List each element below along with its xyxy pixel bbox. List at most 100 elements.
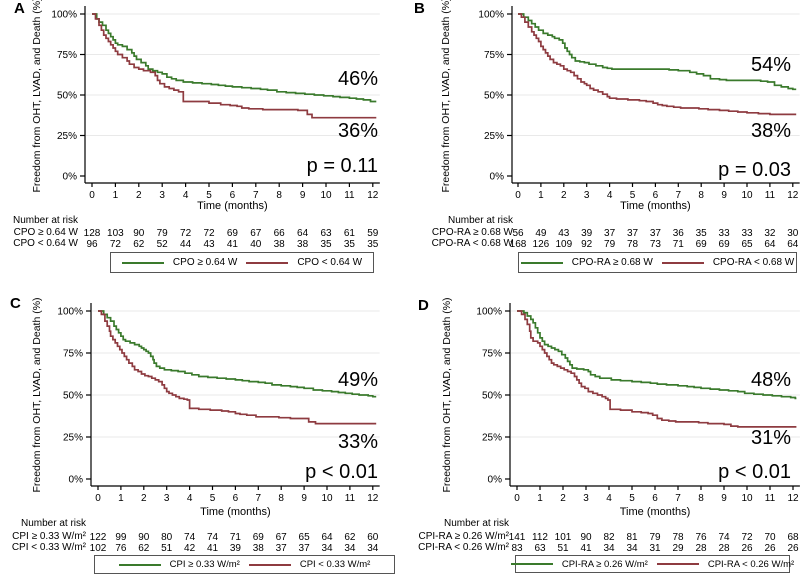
legend-label-maroon: CPO < 0.64 W xyxy=(297,257,363,268)
svg-text:50%: 50% xyxy=(63,391,83,402)
end-label-upper: 49% xyxy=(337,369,378,391)
svg-text:76: 76 xyxy=(695,532,707,543)
svg-text:8: 8 xyxy=(276,190,282,201)
svg-text:65: 65 xyxy=(299,532,311,543)
svg-text:10: 10 xyxy=(320,190,332,201)
svg-text:34: 34 xyxy=(321,543,333,554)
svg-text:7: 7 xyxy=(256,493,262,504)
svg-text:44: 44 xyxy=(180,239,192,250)
svg-text:0%: 0% xyxy=(488,475,503,486)
p-value: p = 0.11 xyxy=(306,155,378,177)
svg-text:5: 5 xyxy=(630,190,636,201)
svg-text:11: 11 xyxy=(345,493,356,504)
panel-letter-c: C xyxy=(10,295,21,312)
svg-text:26: 26 xyxy=(741,543,753,554)
risk-row-label-maroon: CPO < 0.64 W xyxy=(13,238,78,249)
svg-text:37: 37 xyxy=(276,543,288,554)
svg-text:51: 51 xyxy=(557,543,569,554)
svg-text:25%: 25% xyxy=(63,433,83,444)
svg-text:0%: 0% xyxy=(490,172,505,183)
svg-text:41: 41 xyxy=(227,239,239,250)
svg-text:59: 59 xyxy=(367,228,379,239)
svg-text:83: 83 xyxy=(511,543,523,554)
svg-text:34: 34 xyxy=(626,543,638,554)
svg-text:6: 6 xyxy=(653,190,659,201)
svg-text:25%: 25% xyxy=(484,131,504,142)
svg-text:60: 60 xyxy=(367,532,379,543)
svg-text:72: 72 xyxy=(110,239,122,250)
svg-text:43: 43 xyxy=(203,239,215,250)
svg-text:31: 31 xyxy=(649,543,661,554)
svg-text:2: 2 xyxy=(560,493,566,504)
svg-text:76: 76 xyxy=(115,543,127,554)
legend-label-green: CPI ≥ 0.33 W/m² xyxy=(169,559,240,570)
end-label-upper: 54% xyxy=(750,54,791,76)
svg-text:64: 64 xyxy=(297,228,309,239)
svg-text:42: 42 xyxy=(184,543,196,554)
risk-row-label-green: CPO ≥ 0.64 W xyxy=(13,227,78,238)
svg-text:6: 6 xyxy=(652,493,658,504)
svg-text:2: 2 xyxy=(561,190,567,201)
svg-text:73: 73 xyxy=(650,239,662,250)
svg-text:26: 26 xyxy=(787,543,799,554)
y-axis-label: Freedom from OHT, LVAD, and Death (%) xyxy=(440,0,452,193)
svg-text:37: 37 xyxy=(627,228,639,239)
svg-text:78: 78 xyxy=(672,532,684,543)
risk-row-label-green: CPI-RA ≥ 0.26 W/m² xyxy=(418,531,509,542)
risk-table-header: Number at risk xyxy=(20,518,86,529)
svg-text:12: 12 xyxy=(367,493,379,504)
risk-row-label-green: CPI ≥ 0.33 W/m² xyxy=(12,531,86,542)
legend-label-green: CPI-RA ≥ 0.26 W/m² xyxy=(561,558,648,570)
svg-text:5: 5 xyxy=(210,493,216,504)
svg-text:6: 6 xyxy=(230,190,236,201)
svg-text:34: 34 xyxy=(344,543,356,554)
svg-text:63: 63 xyxy=(534,543,546,554)
svg-text:4: 4 xyxy=(607,190,613,201)
legend-line-green xyxy=(520,261,563,264)
risk-table-header: Number at risk xyxy=(447,215,513,226)
end-label-lower: 36% xyxy=(337,120,378,142)
legend-label-maroon: CPI-RA < 0.26 W/m² xyxy=(707,558,795,570)
svg-text:64: 64 xyxy=(321,532,333,543)
legend-line-maroon xyxy=(248,563,291,566)
svg-text:11: 11 xyxy=(344,190,355,201)
risk-row-label-maroon: CPI < 0.33 W/m² xyxy=(11,542,86,553)
svg-text:10: 10 xyxy=(741,493,753,504)
svg-text:70: 70 xyxy=(764,532,776,543)
svg-text:100%: 100% xyxy=(478,10,504,21)
svg-text:2: 2 xyxy=(141,493,147,504)
svg-text:38: 38 xyxy=(253,543,265,554)
legend-line-maroon xyxy=(661,261,704,264)
svg-text:9: 9 xyxy=(721,190,727,201)
svg-text:12: 12 xyxy=(367,190,379,201)
svg-text:43: 43 xyxy=(558,228,570,239)
svg-text:51: 51 xyxy=(161,543,173,554)
svg-text:29: 29 xyxy=(672,543,684,554)
legend-line-green xyxy=(510,563,553,565)
svg-text:128: 128 xyxy=(84,228,101,239)
svg-text:28: 28 xyxy=(695,543,707,554)
svg-text:0%: 0% xyxy=(63,172,78,183)
svg-text:71: 71 xyxy=(230,532,242,543)
svg-text:35: 35 xyxy=(344,239,356,250)
legend-line-green xyxy=(118,563,161,566)
svg-text:71: 71 xyxy=(673,239,685,250)
svg-text:100%: 100% xyxy=(476,307,502,318)
svg-text:112: 112 xyxy=(532,532,548,543)
panel-letter-d: D xyxy=(418,297,429,314)
svg-text:0: 0 xyxy=(515,190,521,201)
risk-row-label-maroon: CPI-RA < 0.26 W/m² xyxy=(418,542,509,553)
panel-letter-b: B xyxy=(414,0,425,17)
svg-text:50%: 50% xyxy=(484,91,504,102)
svg-text:101: 101 xyxy=(555,532,572,543)
legend-label-maroon: CPI < 0.33 W/m² xyxy=(299,559,371,570)
end-label-lower: 33% xyxy=(337,431,378,453)
svg-text:75%: 75% xyxy=(482,349,502,360)
svg-text:8: 8 xyxy=(698,190,704,201)
svg-text:8: 8 xyxy=(278,493,284,504)
svg-text:75%: 75% xyxy=(57,50,77,61)
x-axis-title: Time (months) xyxy=(619,506,691,518)
